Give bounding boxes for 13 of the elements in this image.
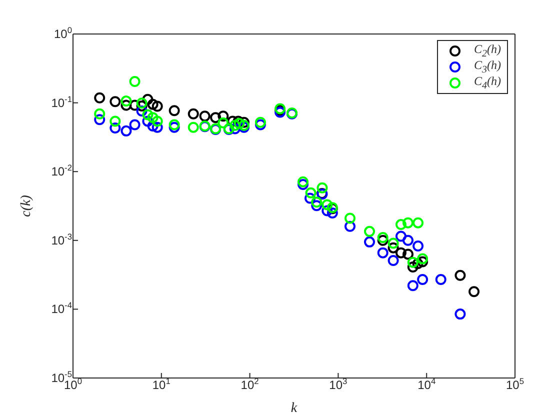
y-tick-label: 10$^{-3}$ xyxy=(51,231,72,248)
y-tick-label: 10$^{0}$ xyxy=(54,25,72,41)
y-axis-title: c(k) xyxy=(18,194,34,217)
x-tick-label: 10$^{4}$ xyxy=(418,376,436,392)
legend-label: C$_{4}$(h) xyxy=(474,74,501,92)
x-tick-label: 10$^{5}$ xyxy=(506,376,524,392)
y-tick-label: 10$^{-2}$ xyxy=(51,162,72,179)
x-axis-title: k xyxy=(290,401,298,416)
x-tick-label: 10$^{1}$ xyxy=(152,376,171,392)
y-tick-label: 10$^{-4}$ xyxy=(51,300,72,316)
y-tick-label: 10$^{-1}$ xyxy=(51,94,72,110)
legend-label: C$_{2}$(h) xyxy=(474,42,501,60)
legend-label: C$_{3}$(h) xyxy=(474,58,501,76)
